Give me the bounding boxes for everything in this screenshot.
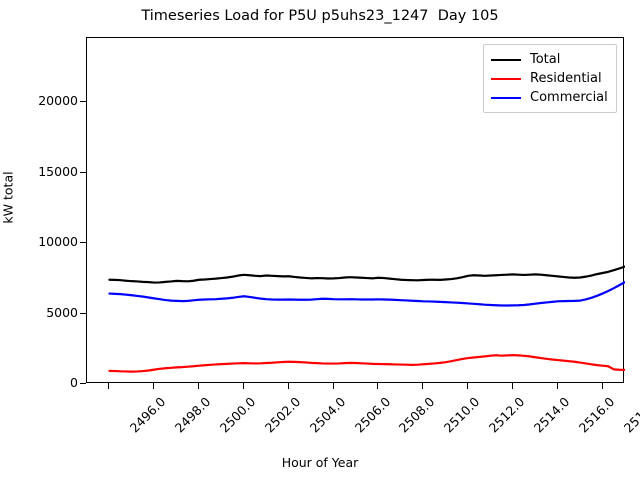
legend: Total Residential Commercial <box>483 44 617 113</box>
x-tick-mark <box>377 383 379 389</box>
y-tick-label: 10000 <box>38 234 78 250</box>
x-tick-label: 2516.0 <box>575 394 618 436</box>
x-tick-label: 2500.0 <box>216 394 259 436</box>
x-axis-label: Hour of Year <box>281 455 359 470</box>
legend-item-residential: Residential <box>491 69 608 88</box>
x-tick-mark <box>242 383 244 389</box>
x-tick-label: 2510.0 <box>441 394 483 436</box>
legend-label-commercial: Commercial <box>530 90 608 105</box>
x-tick-label: 2496.0 <box>127 394 169 436</box>
legend-swatch-commercial <box>491 96 521 99</box>
x-tick-mark <box>108 383 110 389</box>
chart-title: Timeseries Load for P5U p5uhs23_1247 Day… <box>141 8 499 24</box>
y-axis-tick-labels: 0 5000 10000 15000 20000 <box>0 0 78 480</box>
x-tick-mark <box>198 383 200 389</box>
x-tick-mark <box>153 383 155 389</box>
y-tick-label: 15000 <box>38 163 78 179</box>
plot-lines <box>108 265 625 373</box>
x-tick-label: 2502.0 <box>261 394 304 436</box>
x-tick-label: 2518.0 <box>620 394 640 436</box>
x-tick-label: 2508.0 <box>396 394 438 436</box>
y-tick-mark <box>80 171 86 173</box>
x-tick-mark <box>422 383 424 389</box>
legend-label-residential: Residential <box>530 71 602 86</box>
x-tick-mark <box>467 383 469 389</box>
y-tick-mark <box>80 312 86 314</box>
x-tick-label: 2514.0 <box>530 394 573 436</box>
x-tick-label: 2506.0 <box>351 394 393 436</box>
y-tick-label: 0 <box>70 375 78 390</box>
y-tick-mark <box>80 101 86 103</box>
y-tick-mark <box>80 383 86 384</box>
x-tick-mark <box>332 383 334 389</box>
legend-label-total: Total <box>530 52 561 67</box>
x-tick-mark <box>556 383 558 389</box>
y-tick-mark <box>80 242 86 244</box>
legend-swatch-residential <box>491 77 521 80</box>
x-tick-label: 2504.0 <box>306 394 349 436</box>
series-line-total <box>108 265 625 284</box>
x-tick-label: 2512.0 <box>485 394 528 436</box>
legend-item-commercial: Commercial <box>491 88 608 107</box>
x-tick-mark <box>511 383 513 389</box>
series-line-residential <box>108 354 625 373</box>
x-tick-label: 2498.0 <box>172 394 214 436</box>
legend-item-total: Total <box>491 50 608 69</box>
x-tick-mark <box>601 383 603 389</box>
y-tick-label: 5000 <box>46 304 78 320</box>
series-line-commercial <box>108 281 625 307</box>
y-tick-label: 20000 <box>38 93 78 109</box>
legend-swatch-total <box>491 58 521 61</box>
x-tick-mark <box>287 383 289 389</box>
